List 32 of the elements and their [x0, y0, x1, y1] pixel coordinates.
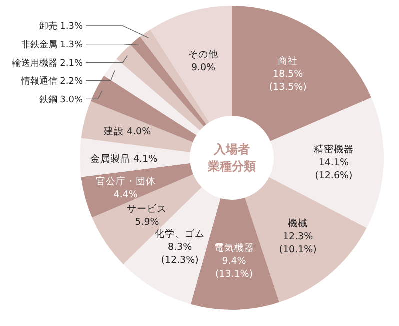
data-label: 12.3% (10.1%) — [279, 232, 317, 256]
data-label: 18.5% (13.5%) — [269, 68, 307, 93]
donut-slice — [232, 6, 372, 142]
data-label: 5.9% — [135, 217, 160, 228]
data-label: 9.0% — [191, 62, 216, 74]
data-label: 14.1% (12.6%) — [315, 158, 353, 182]
donut-slice — [81, 101, 194, 153]
data-label: 8.3% (12.3%) — [161, 242, 199, 266]
slice-label: 官公庁・団体 — [96, 175, 156, 188]
slice-label: 輸送用機器 2.1% — [12, 58, 84, 69]
donut-slice — [90, 76, 197, 142]
slice-label: 非鉄金属 1.3% — [21, 39, 84, 50]
slice-label: サービス — [127, 204, 168, 216]
donut-slice — [80, 138, 190, 178]
donut-slice — [269, 98, 384, 228]
donut-slice — [81, 163, 194, 218]
data-label: 9.4% (13.1%) — [215, 256, 254, 280]
slice-label: 建設 4.0% — [102, 126, 152, 138]
donut-slice — [150, 6, 232, 123]
slice-label: その他 — [188, 48, 219, 61]
data-label: 4.4% — [114, 189, 138, 200]
slice-label: 金属製品 4.1% — [90, 152, 158, 165]
slice-label: 卸売 1.3% — [39, 21, 84, 32]
slice-label: 化学、ゴム — [155, 228, 206, 240]
donut-slice — [92, 174, 202, 264]
slice-label: 商社 — [278, 54, 298, 67]
slice-label: 電気機器 — [214, 242, 254, 254]
text: 入場者業種分類 — [207, 142, 256, 174]
slice-label: 情報通信 2.2% — [20, 76, 84, 88]
slice-label: 機械 — [288, 218, 308, 230]
slice-label: 鉄鋼 3.0% — [39, 94, 84, 106]
slice-label: 精密機器 — [314, 144, 354, 156]
